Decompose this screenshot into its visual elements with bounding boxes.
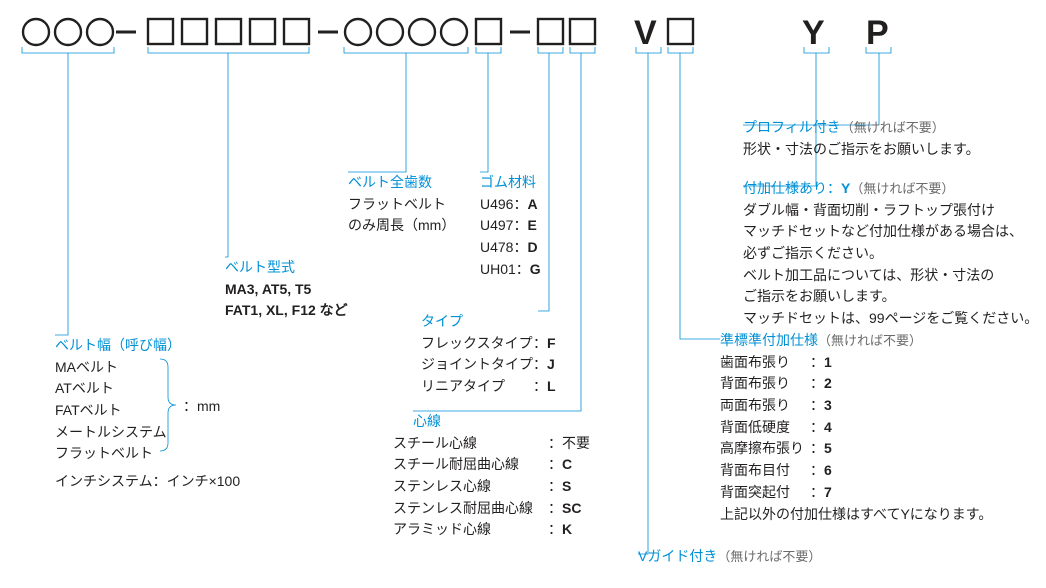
rubber-title: ゴム材料 [480, 172, 541, 194]
semistd-row: 背面突起付：7 [720, 482, 992, 504]
addspec-title: 付加仕様あり： [743, 180, 841, 196]
belt-type-block: ベルト型式 MA3, AT5, T5 FAT1, XL, F12 など [225, 257, 348, 322]
belt-width-line-4: フラットベルト [55, 443, 240, 465]
belt-width-line-0: MAベルト [55, 357, 240, 379]
teeth-title: ベルト全歯数 [348, 172, 455, 194]
rubber-block: ゴム材料 U496：A U497：E U478：D UH01：G [480, 172, 541, 280]
semistd-block: 準標準付加仕様（無ければ不要） 歯面布張り：1 背面布張り：2 両面布張り：3 … [720, 330, 992, 525]
addspec-line: 必ずご指示ください。 [743, 243, 1038, 265]
addspec-block: 付加仕様あり：Y（無ければ不要） ダブル幅・背面切削・ラフトップ張付け マッチド… [743, 178, 1038, 330]
type-row: リニアタイプ：L [421, 376, 556, 398]
teeth-line-1: のみ周長（mm） [348, 215, 455, 237]
semistd-row: 歯面布張り：1 [720, 352, 992, 374]
addspec-line: マッチドセットは、99ページをご覧ください。 [743, 308, 1038, 330]
semistd-row: 背面低硬度：4 [720, 417, 992, 439]
cord-row: ステンレス耐屈曲心線：SC [393, 498, 590, 520]
type-title: タイプ [421, 311, 556, 333]
semistd-row: 高摩擦布張り：5 [720, 438, 992, 460]
addspec-note: （無ければ不要） [850, 181, 954, 196]
cord-row: スチール心線：不要 [393, 433, 590, 455]
addspec-line: ダブル幅・背面切削・ラフトップ張付け [743, 200, 1038, 222]
cord-row: アラミッド心線：K [393, 519, 590, 541]
belt-type-title: ベルト型式 [225, 257, 348, 279]
belt-type-line-0: MA3, AT5, T5 [225, 279, 348, 301]
vguide-block: Vガイド付き（無ければ不要） [638, 546, 821, 567]
profile-title: プロフィル付き [743, 119, 841, 135]
type-row: ジョイントタイプ：J [421, 354, 556, 376]
svg-text:P: P [866, 14, 889, 52]
semistd-row: 背面布張り：2 [720, 373, 992, 395]
cord-title: 心線 [413, 411, 590, 433]
cord-row: ステンレス心線：S [393, 476, 590, 498]
profile-block: プロフィル付き（無ければ不要） 形状・寸法のご指示をお願いします。 [743, 117, 980, 160]
cord-block: 心線 スチール心線：不要 スチール耐屈曲心線：C ステンレス心線：S ステンレス… [393, 411, 590, 541]
rubber-row: UH01：G [480, 259, 541, 281]
rubber-row: U496：A [480, 194, 541, 216]
belt-width-footer: インチシステム：インチ×100 [55, 471, 240, 493]
semistd-row: 背面布目付：6 [720, 460, 992, 482]
vguide-note: （無ければ不要） [717, 549, 821, 564]
type-row: フレックスタイプ：F [421, 333, 556, 355]
teeth-block: ベルト全歯数 フラットベルト のみ周長（mm） [348, 172, 455, 237]
belt-width-line-3: メートルシステム [55, 422, 240, 444]
rubber-row: U478：D [480, 237, 541, 259]
belt-type-line-1: FAT1, XL, F12 など [225, 300, 348, 322]
semistd-title: 準標準付加仕様 [720, 332, 818, 348]
cord-row: スチール耐屈曲心線：C [393, 454, 590, 476]
teeth-line-0: フラットベルト [348, 194, 455, 216]
addspec-line: ご指示をお願いします。 [743, 286, 1038, 308]
svg-text:V: V [634, 14, 657, 52]
addspec-line: マッチドセットなど付加仕様がある場合は、 [743, 221, 1038, 243]
svg-text:Y: Y [802, 14, 825, 52]
belt-width-brace-right: ：mm [183, 396, 220, 417]
profile-note: （無ければ不要） [841, 120, 945, 135]
addspec-title-bold: Y [841, 180, 850, 196]
profile-line: 形状・寸法のご指示をお願いします。 [743, 139, 980, 161]
rubber-row: U497：E [480, 215, 541, 237]
vguide-title: Vガイド付き [638, 548, 717, 564]
belt-width-title: ベルト幅（呼び幅） [55, 335, 240, 357]
addspec-line: ベルト加工品については、形状・寸法の [743, 265, 1038, 287]
type-block: タイプ フレックスタイプ：F ジョイントタイプ：J リニアタイプ：L [421, 311, 556, 398]
semistd-note: （無ければ不要） [818, 333, 922, 348]
semistd-row: 両面布張り：3 [720, 395, 992, 417]
semistd-footer: 上記以外の付加仕様はすべてYになります。 [720, 504, 992, 526]
